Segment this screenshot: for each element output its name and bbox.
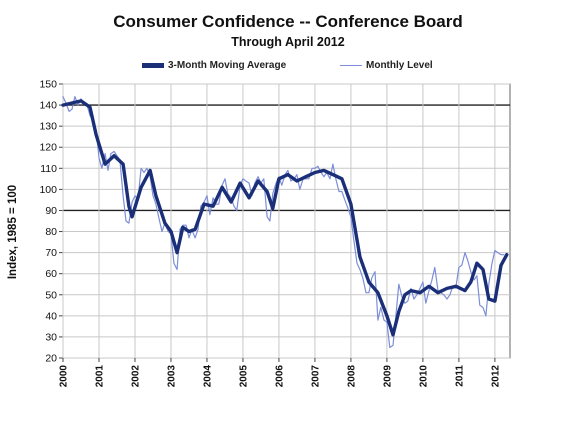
y-tick-label: 150 (39, 79, 57, 91)
plot-frame (62, 83, 511, 359)
y-tick-label: 70 (45, 247, 57, 259)
legend-label-moving-average: 3-Month Moving Average (168, 60, 287, 71)
x-tick-label: 2002 (130, 365, 141, 388)
legend-item-monthly-level: Monthly Level (340, 60, 433, 74)
y-tick-label: 30 (45, 331, 57, 343)
series-line-moving-average (61, 99, 509, 337)
y-tick-label: 60 (45, 268, 57, 280)
legend-swatch-monthly-level (340, 64, 362, 66)
y-tick-label: 130 (39, 121, 57, 133)
y-tick-label: 120 (39, 142, 57, 154)
x-tick-label: 2008 (346, 365, 357, 388)
y-tick-label: 80 (45, 226, 57, 238)
x-tick-label: 2012 (490, 365, 501, 388)
legend-label-monthly-level: Monthly Level (366, 60, 433, 71)
x-tick-label: 2005 (238, 365, 249, 388)
chart-title: Consumer Confidence -- Conference Board (113, 12, 463, 31)
x-tick-label: 2000 (59, 365, 70, 388)
y-tick-label: 100 (39, 184, 57, 196)
x-tick-label: 2001 (94, 365, 105, 388)
legend-item-moving-average: 3-Month Moving Average (142, 60, 286, 74)
y-tick-label: 40 (45, 310, 57, 322)
y-tick-label: 90 (45, 205, 57, 217)
y-tick-label: 50 (45, 289, 57, 301)
x-tick-label: 2003 (166, 365, 177, 388)
y-tick-label: 140 (39, 100, 57, 112)
x-tick-label: 2011 (454, 365, 465, 387)
chart-subtitle: Through April 2012 (231, 35, 345, 49)
x-tick-label: 2010 (418, 365, 429, 388)
x-tick-label: 2007 (310, 365, 321, 388)
x-tick-label: 2006 (274, 365, 285, 388)
x-tick-label: 2009 (382, 365, 393, 388)
y-tick-label: 20 (45, 353, 57, 365)
legend-swatch-moving-average (142, 62, 164, 68)
x-tick-label: 2004 (202, 365, 213, 388)
y-tick-label: 110 (40, 163, 57, 175)
